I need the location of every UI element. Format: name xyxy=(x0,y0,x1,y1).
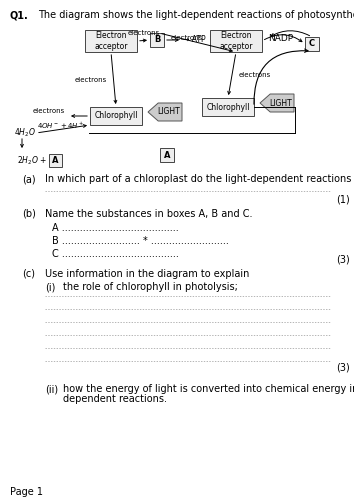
Text: Page 1: Page 1 xyxy=(10,487,43,497)
Text: A: A xyxy=(164,150,170,160)
Text: Use information in the diagram to explain: Use information in the diagram to explai… xyxy=(45,269,249,279)
Text: LIGHT: LIGHT xyxy=(269,98,292,108)
Text: (3): (3) xyxy=(336,363,350,373)
Bar xyxy=(150,33,164,47)
Text: electrons: electrons xyxy=(239,72,271,78)
Text: $2H_2O$ +: $2H_2O$ + xyxy=(17,155,47,167)
Bar xyxy=(85,30,137,52)
Text: electrons: electrons xyxy=(171,34,203,40)
Text: In which part of a chloroplast do the light-dependent reactions occur?: In which part of a chloroplast do the li… xyxy=(45,174,354,184)
Bar xyxy=(210,30,262,52)
Polygon shape xyxy=(148,103,182,121)
Text: A: A xyxy=(52,156,59,165)
Text: electrons: electrons xyxy=(127,30,160,36)
Bar xyxy=(202,98,254,116)
Text: Electron
acceptor: Electron acceptor xyxy=(219,32,253,50)
Text: $4H_2O$: $4H_2O$ xyxy=(14,126,36,139)
Text: (ii): (ii) xyxy=(45,384,58,394)
Text: (c): (c) xyxy=(22,269,35,279)
Text: the role of chlorophyll in photolysis;: the role of chlorophyll in photolysis; xyxy=(63,282,238,292)
Text: The diagram shows the light-dependent reactions of photosynthesis.: The diagram shows the light-dependent re… xyxy=(38,10,354,20)
Text: (3): (3) xyxy=(336,254,350,264)
Text: Chlorophyll: Chlorophyll xyxy=(206,102,250,112)
Bar xyxy=(160,148,174,162)
Text: Q1.: Q1. xyxy=(10,10,29,20)
Text: C: C xyxy=(309,40,315,48)
Text: how the energy of light is converted into chemical energy in the light-: how the energy of light is converted int… xyxy=(63,384,354,394)
Text: (i): (i) xyxy=(45,282,55,292)
Text: LIGHT: LIGHT xyxy=(157,108,180,116)
Bar xyxy=(90,107,142,125)
Text: B .......................... * ..........................: B .......................... * .........… xyxy=(52,236,229,246)
Text: (1): (1) xyxy=(336,194,350,204)
Text: C .......................................: C ......................................… xyxy=(52,249,179,259)
Bar xyxy=(49,154,62,167)
Text: A .......................................: A ......................................… xyxy=(52,223,179,233)
Text: Chlorophyll: Chlorophyll xyxy=(94,112,138,120)
Text: Name the substances in boxes A, B and C.: Name the substances in boxes A, B and C. xyxy=(45,209,252,219)
Text: B: B xyxy=(154,36,160,44)
Text: dependent reactions.: dependent reactions. xyxy=(63,394,167,404)
Text: electrons: electrons xyxy=(75,76,107,82)
Text: (b): (b) xyxy=(22,209,36,219)
Text: NADP: NADP xyxy=(268,34,293,43)
Bar xyxy=(305,37,319,51)
Text: (a): (a) xyxy=(22,174,36,184)
Text: electrons: electrons xyxy=(33,108,65,114)
Polygon shape xyxy=(260,94,294,112)
Text: Electron
acceptor: Electron acceptor xyxy=(94,32,128,50)
Text: → ATP: → ATP xyxy=(183,36,206,44)
Text: $4OH^- + 4H^+$: $4OH^- + 4H^+$ xyxy=(37,120,84,131)
